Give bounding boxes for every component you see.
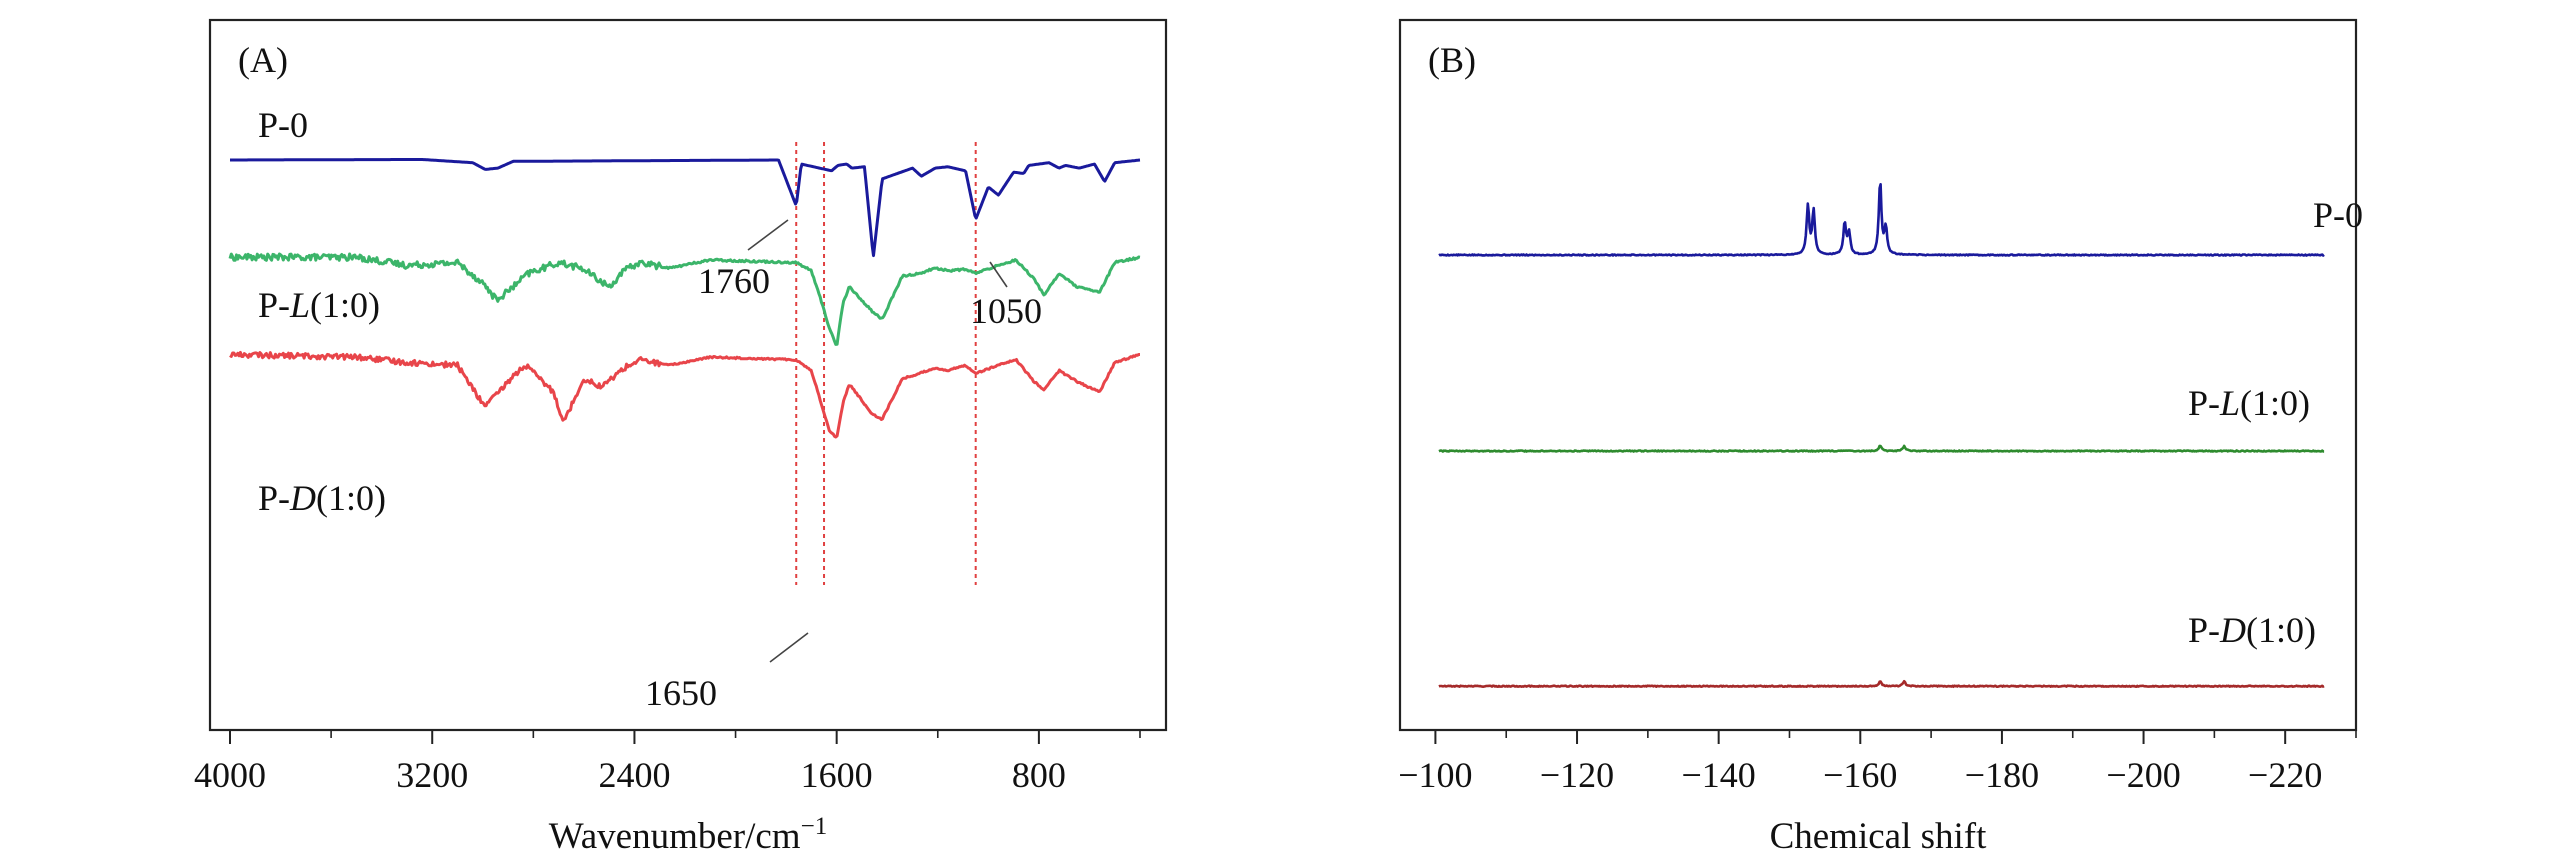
panel-a-marker-lines — [795, 142, 977, 585]
panel-b: (B) P-0 P-L(1:0) P-D(1:0) −100 −120 −140 −160… — [1398, 18, 2363, 857]
panel-a-x-axis: 4000 3200 2400 1600 800 — [194, 730, 1141, 795]
panel-a-series-label: P-D(1:0) — [258, 478, 386, 518]
panel-a-frame — [208, 18, 1168, 732]
panel-a: (A) P-0 P-L(1:0) P-D(1:0) 1760 1050 1650 400… — [194, 18, 1168, 857]
annotation-1650: 1650 — [645, 673, 717, 713]
x-tick-label--100: −100 — [1398, 755, 1472, 795]
x-tick-label-1600: 1600 — [801, 755, 873, 795]
x-tick-label-3200: 3200 — [396, 755, 468, 795]
panel-b-series-label: P-D(1:0) — [2188, 610, 2316, 650]
annotation-leader-1050 — [989, 261, 1008, 288]
x-tick-label-800: 800 — [1012, 755, 1066, 795]
panel-a-series-label: P-0 — [258, 105, 308, 145]
panel-a-series — [228, 158, 1141, 439]
x-tick-label-4000: 4000 — [194, 755, 266, 795]
x-tick-label--200: −200 — [2106, 755, 2180, 795]
x-tick-label--220: −220 — [2248, 755, 2322, 795]
panel-b-series-labels: P-0 P-L(1:0) P-D(1:0) — [2188, 195, 2363, 650]
panel-a-x-axis-title: Wavenumber/cm−1 — [549, 813, 827, 857]
panel-b-x-axis: −100 −120 −140 −160 −180 −200 −220 — [1398, 730, 2357, 795]
annotation-leader-1650 — [769, 632, 809, 663]
series-line-P-0 — [229, 158, 1141, 258]
annotation-1050: 1050 — [970, 291, 1042, 331]
nmr-series-line-P-L(1:0) — [1438, 444, 2325, 453]
panel-a-series-label: P-L(1:0) — [258, 285, 380, 325]
panel-a-annotations: 1760 1050 1650 — [645, 219, 1042, 713]
series-line-P-L(1:0) — [228, 252, 1141, 346]
panel-b-series-label: P-L(1:0) — [2188, 383, 2310, 423]
x-tick-label--160: −160 — [1823, 755, 1897, 795]
x-tick-label--180: −180 — [1965, 755, 2039, 795]
panel-a-series-labels: P-0 P-L(1:0) P-D(1:0) — [258, 105, 386, 518]
panel-b-series — [1438, 183, 2325, 688]
x-tick-label--120: −120 — [1540, 755, 1614, 795]
x-tick-label-2400: 2400 — [598, 755, 670, 795]
annotation-1760: 1760 — [698, 261, 770, 301]
panel-b-series-label: P-0 — [2313, 195, 2363, 235]
series-line-P-D(1:0) — [229, 350, 1141, 439]
panel-b-label: (B) — [1428, 40, 1476, 80]
annotation-leader-1760 — [747, 219, 789, 251]
panel-b-frame — [1398, 18, 2358, 732]
panel-b-x-axis-title: Chemical shift — [1770, 816, 1988, 857]
x-tick-label--140: −140 — [1682, 755, 1756, 795]
panel-a-label: (A) — [238, 40, 288, 80]
nmr-series-line-P-D(1:0) — [1438, 679, 2325, 688]
nmr-series-line-P-0 — [1438, 183, 2325, 257]
